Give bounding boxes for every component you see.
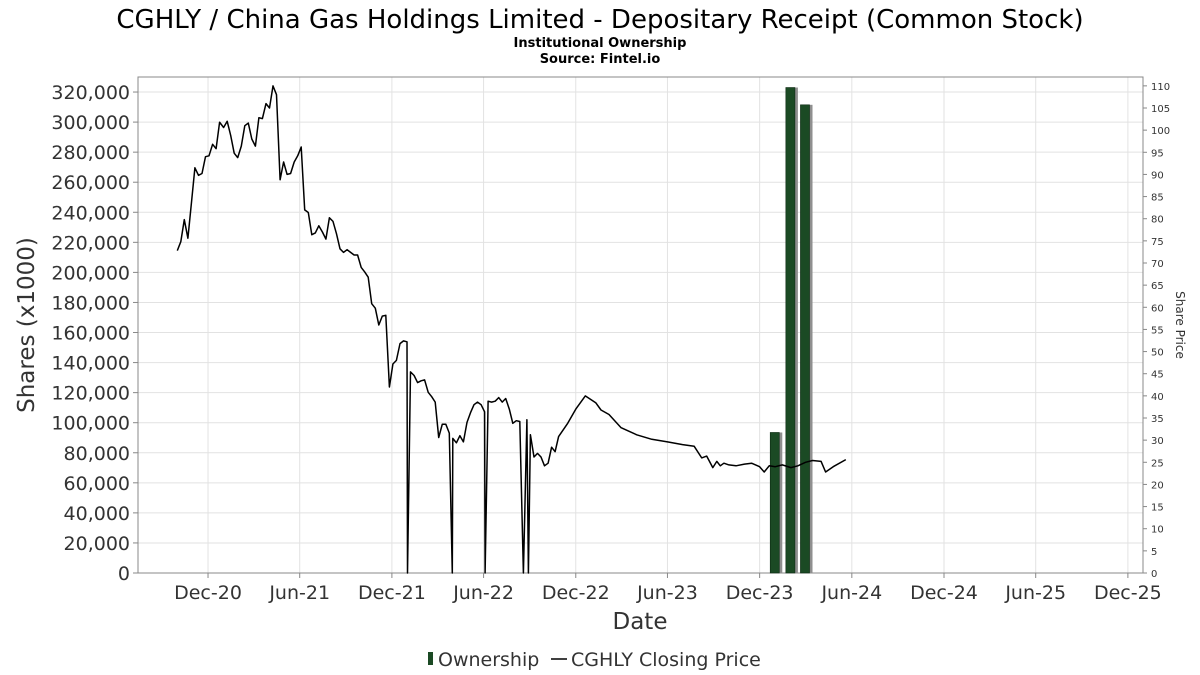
right-tick-label: 105 bbox=[1151, 104, 1170, 115]
chart-title: CGHLY / China Gas Holdings Limited - Dep… bbox=[116, 5, 1083, 35]
left-tick-label: 160,000 bbox=[51, 323, 130, 345]
right-tick-label: 100 bbox=[1151, 126, 1170, 137]
x-tick-label: Dec-23 bbox=[726, 582, 794, 604]
chart-source: Source: Fintel.io bbox=[540, 52, 661, 67]
price-line-group bbox=[176, 85, 847, 574]
left-tick-label: 40,000 bbox=[64, 503, 130, 525]
price-line bbox=[176, 85, 847, 574]
left-tick-label: 280,000 bbox=[51, 142, 130, 164]
ownership-bar bbox=[785, 87, 796, 574]
x-tick-label: Dec-20 bbox=[174, 582, 242, 604]
ownership-bar bbox=[769, 432, 780, 574]
x-tick-label: Jun-24 bbox=[820, 582, 882, 604]
left-tick-label: 240,000 bbox=[51, 202, 130, 224]
ownership-bar bbox=[800, 104, 810, 574]
right-tick-label: 70 bbox=[1151, 259, 1164, 270]
gridlines bbox=[138, 77, 1143, 574]
left-tick-label: 320,000 bbox=[51, 82, 130, 104]
x-tick-label: Dec-24 bbox=[910, 582, 978, 604]
right-tick-label: 0 bbox=[1151, 569, 1157, 580]
right-tick-label: 15 bbox=[1151, 503, 1164, 514]
right-tick-label: 110 bbox=[1151, 82, 1170, 93]
left-tick-label: 60,000 bbox=[64, 473, 130, 495]
chart-subtitle: Institutional Ownership bbox=[514, 36, 687, 51]
legend-price-label: CGHLY Closing Price bbox=[571, 649, 761, 671]
right-tick-label: 40 bbox=[1151, 392, 1164, 403]
right-tick-label: 50 bbox=[1151, 348, 1164, 359]
right-tick-label: 55 bbox=[1151, 325, 1164, 336]
left-tick-label: 20,000 bbox=[64, 533, 130, 555]
ownership-bars bbox=[769, 87, 813, 574]
x-axis-ticks: Dec-20 Jun-21 Dec-21 Jun-22 Dec-22 Jun-23 Dec-… bbox=[174, 573, 1162, 604]
x-tick-label: Jun-25 bbox=[1004, 582, 1066, 604]
left-tick-label: 120,000 bbox=[51, 383, 130, 405]
right-tick-label: 65 bbox=[1151, 281, 1164, 292]
right-tick-label: 90 bbox=[1151, 170, 1164, 181]
right-tick-label: 60 bbox=[1151, 303, 1164, 314]
legend-ownership-label: Ownership bbox=[438, 649, 539, 671]
left-tick-label: 300,000 bbox=[51, 112, 130, 134]
right-tick-label: 80 bbox=[1151, 215, 1164, 226]
left-tick-label: 220,000 bbox=[51, 232, 130, 254]
left-tick-label: 140,000 bbox=[51, 353, 130, 375]
x-tick-label: Dec-21 bbox=[358, 582, 426, 604]
right-axis-label: Share Price bbox=[1173, 291, 1187, 359]
right-tick-label: 25 bbox=[1151, 458, 1164, 469]
right-tick-label: 5 bbox=[1151, 547, 1157, 558]
plot-area bbox=[137, 76, 1144, 574]
left-tick-label: 200,000 bbox=[51, 262, 130, 284]
left-tick-label: 0 bbox=[118, 563, 130, 585]
right-tick-label: 30 bbox=[1151, 436, 1164, 447]
left-axis-label: Shares (x1000) bbox=[14, 237, 40, 413]
right-tick-label: 20 bbox=[1151, 480, 1164, 491]
x-tick-label: Dec-22 bbox=[542, 582, 610, 604]
right-axis-ticks: 0 5 10 15 20 25 30 35 40 45 50 55 60 65 70 75 80 85 90 95 10… bbox=[1143, 82, 1170, 580]
right-tick-label: 95 bbox=[1151, 148, 1164, 159]
legend: Ownership CGHLY Closing Price bbox=[428, 649, 761, 671]
left-tick-label: 80,000 bbox=[64, 443, 130, 465]
right-tick-label: 45 bbox=[1151, 370, 1164, 381]
left-axis-ticks: 0 20,000 40,000 60,000 80,000 100,000 120,000 1… bbox=[51, 82, 138, 585]
x-tick-label: Jun-22 bbox=[452, 582, 514, 604]
x-tick-label: Dec-25 bbox=[1094, 582, 1162, 604]
x-axis-label: Date bbox=[613, 609, 668, 635]
left-tick-label: 260,000 bbox=[51, 172, 130, 194]
right-tick-label: 85 bbox=[1151, 193, 1164, 204]
x-tick-label: Jun-23 bbox=[636, 582, 698, 604]
left-tick-label: 180,000 bbox=[51, 292, 130, 314]
x-tick-label: Jun-21 bbox=[268, 582, 330, 604]
right-tick-label: 35 bbox=[1151, 414, 1164, 425]
right-tick-label: 75 bbox=[1151, 237, 1164, 248]
right-tick-label: 10 bbox=[1151, 525, 1164, 536]
legend-ownership-swatch bbox=[428, 652, 433, 665]
left-tick-label: 100,000 bbox=[51, 413, 130, 435]
